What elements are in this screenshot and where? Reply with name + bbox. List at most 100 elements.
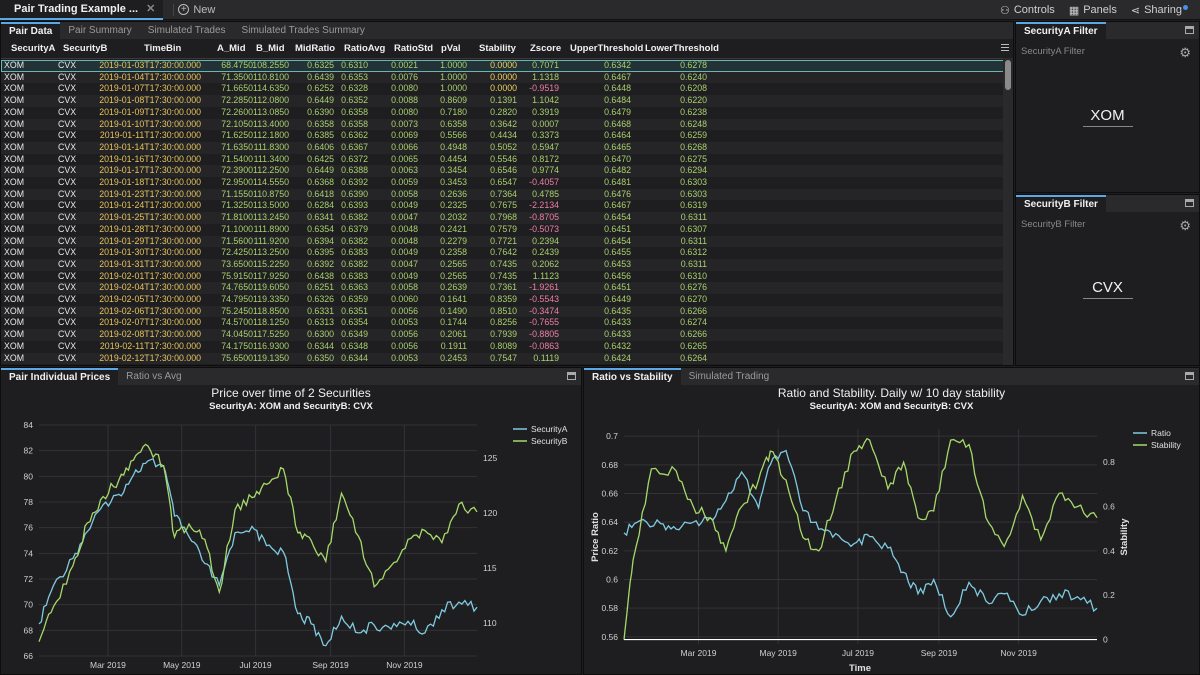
table-row[interactable]: XOM CVX 2019-01-17T17:30:00.000 72.3900 112.… [1, 165, 1005, 177]
table-cell-upperthreshold: 0.6433 [604, 317, 631, 328]
table-row[interactable]: XOM CVX 2019-02-11T17:30:00.000 74.1750 116.… [1, 341, 1005, 353]
table-cell-upperthreshold: 0.6448 [604, 83, 631, 94]
controls-button[interactable]: ⚇ Controls [1000, 4, 1055, 17]
column-header-securitya[interactable]: SecurityA [11, 43, 56, 54]
column-header-stability[interactable]: Stability [479, 43, 516, 54]
column-header-b-mid[interactable]: B_Mid [256, 43, 285, 54]
table-row[interactable]: XOM CVX 2019-02-12T17:30:00.000 75.6500 119.… [1, 352, 1005, 365]
table-row[interactable]: XOM CVX 2019-01-18T17:30:00.000 72.9500 114.… [1, 177, 1005, 189]
table-cell-pval: 0.2279 [440, 235, 467, 246]
table-cell-b-mid: 119.3350 [252, 294, 289, 304]
column-header-ratioavg[interactable]: RatioAvg [344, 43, 386, 54]
table-cell-upperthreshold: 0.6479 [604, 106, 631, 117]
table-cell-pval: 0.2565 [440, 270, 467, 281]
table-row[interactable]: XOM CVX 2019-01-07T17:30:00.000 71.6650 114.… [1, 83, 1005, 95]
tab-securityb-filter[interactable]: SecurityB Filter [1016, 195, 1106, 212]
column-header-a-mid[interactable]: A_Mid [217, 43, 246, 54]
table-cell-timebin: 2019-01-23T17:30:00.000 [99, 188, 201, 199]
scrollbar-thumb[interactable] [1005, 60, 1011, 90]
column-header-midratio[interactable]: MidRatio [295, 43, 336, 54]
sharing-button[interactable]: ⋖ Sharing [1131, 4, 1188, 17]
table-cell-timebin: 2019-01-16T17:30:00.000 [99, 153, 201, 164]
table-cell-ratiostd: 0.0048 [391, 223, 418, 234]
table-row[interactable]: XOM CVX 2019-01-30T17:30:00.000 72.4250 113.… [1, 247, 1005, 259]
table-row[interactable]: XOM CVX 2019-01-03T17:30:00.000 68.4750 108.… [1, 60, 1005, 72]
column-header-lowerthreshold[interactable]: LowerThreshold [645, 43, 719, 54]
chart-title: Price over time of 2 Securities [211, 386, 371, 400]
legend-label: SecurityB [531, 436, 568, 446]
price-chart[interactable]: 66 68 70 72 74 76 78 80 82 84 110 115 120 125 Mar 2019… [1, 385, 581, 675]
tab-simulated-trading[interactable]: Simulated Trading [688, 371, 770, 382]
table-row[interactable]: XOM CVX 2019-02-05T17:30:00.000 74.7950 119.… [1, 294, 1005, 306]
tab-securitya-filter[interactable]: SecurityA Filter [1016, 22, 1106, 39]
maximize-icon[interactable] [1185, 26, 1194, 34]
tab-pair-summary[interactable]: Pair Summary [68, 25, 132, 36]
table-menu-icon[interactable] [1001, 44, 1009, 51]
table-row[interactable]: XOM CVX 2019-01-11T17:30:00.000 71.6250 112.… [1, 130, 1005, 142]
table-cell-pval: 0.2421 [440, 223, 467, 234]
table-cell-b-mid: 119.1350 [252, 352, 289, 363]
column-header-timebin[interactable]: TimeBin [144, 43, 182, 54]
table-cell-ratiostd: 0.0063 [391, 165, 418, 176]
table-row[interactable]: XOM CVX 2019-02-06T17:30:00.000 75.2450 118.… [1, 305, 1005, 318]
securitya-value[interactable]: XOM [1090, 107, 1125, 124]
table-cell-b-mid: 114.6350 [252, 83, 289, 94]
y-tick-label: 78 [24, 497, 34, 507]
tab-simulated-trades[interactable]: Simulated Trades [147, 25, 226, 36]
gear-icon[interactable]: ⚙ [1179, 45, 1191, 60]
table-row[interactable]: XOM CVX 2019-02-04T17:30:00.000 74.7650 119.… [1, 282, 1005, 294]
panels-button[interactable]: ▦ Panels [1069, 4, 1117, 17]
table-body: XOM CVX 2019-01-03T17:30:00.000 68.4750 108.… [1, 58, 1005, 365]
table-row[interactable]: XOM CVX 2019-01-10T17:30:00.000 72.1050 113.… [1, 118, 1005, 131]
column-header-securityb[interactable]: SecurityB [63, 43, 108, 54]
y-tick-label: 68 [24, 625, 34, 635]
table-row[interactable]: XOM CVX 2019-01-08T17:30:00.000 72.2850 112.… [1, 95, 1005, 107]
securityb-value[interactable]: CVX [1092, 279, 1123, 296]
table-row[interactable]: XOM CVX 2019-02-07T17:30:00.000 74.5700 118.… [1, 317, 1005, 329]
tab-ratio-vs-stability[interactable]: Ratio vs Stability [584, 368, 681, 385]
column-header-pval[interactable]: pVal [441, 43, 461, 54]
table-cell-ratioavg: 0.6383 [341, 270, 368, 281]
table-scrollbar[interactable] [1003, 58, 1013, 365]
maximize-icon[interactable] [1185, 372, 1194, 380]
table-row[interactable]: XOM CVX 2019-01-29T17:30:00.000 71.5600 111.… [1, 235, 1005, 248]
close-icon[interactable]: ✕ [146, 3, 156, 15]
column-header-upperthreshold[interactable]: UpperThreshold [570, 43, 644, 54]
table-row[interactable]: XOM CVX 2019-01-09T17:30:00.000 72.2600 113.… [1, 107, 1005, 119]
maximize-icon[interactable] [567, 372, 576, 380]
column-header-zscore[interactable]: Zscore [530, 43, 562, 54]
tab-pair-data[interactable]: Pair Data [1, 22, 61, 39]
table-row[interactable]: XOM CVX 2019-02-08T17:30:00.000 74.0450 117.… [1, 329, 1005, 341]
tab-simulated-trades-summary[interactable]: Simulated Trades Summary [241, 25, 365, 36]
maximize-icon[interactable] [1185, 199, 1194, 207]
table-row[interactable]: XOM CVX 2019-01-31T17:30:00.000 73.6500 115.… [1, 258, 1005, 271]
table-cell-securitya: XOM [4, 130, 25, 141]
table-cell-upperthreshold: 0.6449 [604, 294, 631, 304]
ratio-stability-chart[interactable]: 0.56 0.58 0.6 0.62 0.64 0.66 0.68 0.7 0 0.2 0.4 0.6… [584, 385, 1199, 675]
document-tab-label: Pair Trading Example ... [14, 2, 139, 15]
table-row[interactable]: XOM CVX 2019-01-04T17:30:00.000 71.3500 110.… [1, 71, 1005, 84]
top-bar: Pair Trading Example ... ✕ + New ⚇ Contr… [0, 0, 1200, 20]
table-cell-midratio: 0.6341 [307, 212, 334, 223]
new-button[interactable]: + New [173, 3, 219, 16]
table-row[interactable]: XOM CVX 2019-01-24T17:30:00.000 71.3250 113.… [1, 200, 1005, 212]
column-header-ratiostd[interactable]: RatioStd [394, 43, 434, 54]
table-row[interactable]: XOM CVX 2019-01-16T17:30:00.000 71.5400 111.… [1, 154, 1005, 166]
table-cell-securityb: CVX [58, 200, 77, 211]
tab-ratio-vs-avg[interactable]: Ratio vs Avg [126, 371, 182, 382]
table-cell-ratiostd: 0.0056 [391, 340, 418, 351]
tab-pair-individual-prices[interactable]: Pair Individual Prices [1, 368, 119, 385]
y-tick-label: 0.66 [601, 489, 618, 499]
gear-icon[interactable]: ⚙ [1179, 218, 1191, 233]
table-row[interactable]: XOM CVX 2019-01-28T17:30:00.000 71.1000 111.… [1, 224, 1005, 236]
securitya-filter-hint: SecurityA Filter [1021, 46, 1085, 57]
table-row[interactable]: XOM CVX 2019-01-25T17:30:00.000 71.8100 113.… [1, 212, 1005, 224]
y-tick-label: 82 [24, 446, 34, 456]
document-tab[interactable]: Pair Trading Example ... ✕ [0, 0, 164, 20]
table-row[interactable]: XOM CVX 2019-02-01T17:30:00.000 75.9150 117.… [1, 271, 1005, 283]
table-cell-midratio: 0.6438 [307, 270, 334, 281]
table-cell-ratiostd: 0.0058 [391, 188, 418, 199]
table-row[interactable]: XOM CVX 2019-01-14T17:30:00.000 71.6350 111.… [1, 141, 1005, 154]
table-row[interactable]: XOM CVX 2019-01-23T17:30:00.000 71.1550 110.… [1, 188, 1005, 201]
controls-label: Controls [1013, 4, 1055, 16]
